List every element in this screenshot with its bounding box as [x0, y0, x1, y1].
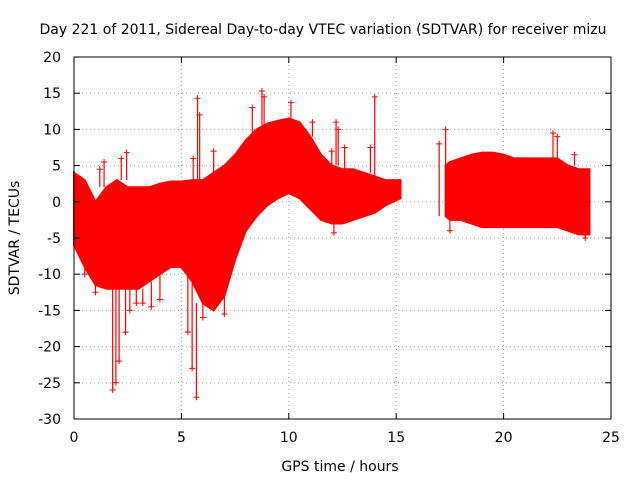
data-point-marker [189, 365, 196, 372]
data-point-marker [341, 144, 348, 151]
ticks: 0 5 10 15 20 25 -30 -25 -20 -15 -10 -5 0 5 10 15 20 [38, 50, 620, 446]
chart-title: Day 221 of 2011, Sidereal Day-to-day VTE… [40, 22, 607, 38]
data-point-marker [330, 229, 337, 236]
data-point-marker [249, 104, 256, 111]
data-layer [73, 88, 591, 401]
data-point-marker [109, 387, 116, 394]
data-point-marker [190, 155, 197, 162]
data-band [73, 117, 402, 312]
data-point-marker [335, 126, 342, 133]
y-tick-label: -20 [38, 340, 61, 356]
data-point-marker [196, 111, 203, 118]
x-tick-label: 5 [177, 430, 186, 446]
data-point-marker [81, 271, 88, 278]
data-point-marker [116, 358, 123, 365]
data-point-marker [193, 394, 200, 401]
data-point-marker [101, 158, 108, 165]
data-point-marker [184, 329, 191, 336]
data-point-marker [156, 296, 163, 303]
grid [74, 57, 611, 419]
data-point-marker [122, 329, 129, 336]
data-point-marker [123, 149, 130, 156]
data-point-marker [194, 95, 201, 102]
x-tick-label: 25 [602, 430, 620, 446]
data-point-marker [554, 133, 561, 140]
y-axis-label: SDTVAR / TECUs [7, 181, 23, 296]
data-point-marker [550, 130, 557, 137]
x-tick-label: 0 [70, 430, 79, 446]
data-point-marker [442, 126, 449, 133]
y-tick-label: 20 [43, 50, 61, 66]
x-tick-label: 15 [387, 430, 405, 446]
data-point-marker [582, 235, 589, 241]
data-point-marker [261, 93, 268, 100]
data-point-marker [221, 311, 228, 318]
y-tick-label: 5 [52, 159, 61, 175]
x-tick-label: 10 [280, 430, 298, 446]
data-point-marker [199, 314, 206, 321]
data-point-marker [333, 119, 340, 126]
y-tick-label: -25 [38, 376, 61, 392]
data-point-marker [210, 148, 217, 155]
data-point-marker [328, 148, 335, 155]
data-point-marker [367, 144, 374, 151]
data-point-marker [92, 289, 99, 296]
data-point-marker [133, 300, 140, 307]
data-point-marker [258, 88, 265, 95]
data-point-marker [571, 151, 578, 158]
data-point-marker [309, 119, 316, 126]
data-point-marker [148, 303, 155, 310]
data-point-marker [112, 379, 119, 386]
data-point-marker [126, 307, 133, 314]
data-point-marker [96, 166, 103, 173]
y-tick-label: -5 [47, 231, 61, 247]
x-tick-label: 20 [495, 430, 513, 446]
y-tick-label: 0 [52, 195, 61, 211]
data-point-marker [118, 155, 125, 162]
y-tick-label: 15 [43, 86, 61, 102]
x-axis-label: GPS time / hours [281, 459, 398, 475]
y-tick-label: -15 [38, 303, 61, 319]
y-tick-label: -10 [38, 267, 61, 283]
data-point-marker [287, 99, 294, 106]
data-point-marker [371, 93, 378, 100]
data-band [444, 151, 591, 236]
data-point-marker [446, 227, 453, 234]
y-tick-label: 10 [43, 122, 61, 138]
y-tick-label: -30 [38, 412, 61, 428]
data-point-marker [436, 140, 443, 147]
data-point-marker [139, 300, 146, 307]
